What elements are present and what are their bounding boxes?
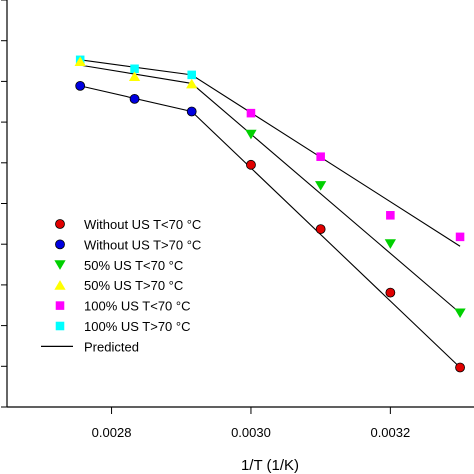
- x-tick-label: 0.0032: [370, 425, 410, 440]
- legend-marker: [55, 219, 65, 229]
- legend-marker: [55, 301, 65, 310]
- data-point: [315, 224, 326, 235]
- y-axis-ticks: [1, 0, 7, 408]
- x-tick-label: 0.0028: [92, 425, 132, 440]
- data-point: [186, 78, 198, 89]
- legend-marker: [55, 321, 65, 331]
- data-point: [316, 152, 325, 161]
- legend-label: Without US T>70 °C: [84, 237, 201, 252]
- legend-label: Predicted: [84, 339, 139, 354]
- data-point: [245, 129, 257, 140]
- legend-label: 50% US T<70 °C: [84, 258, 183, 273]
- data-point: [315, 181, 327, 191]
- data-point: [128, 71, 141, 82]
- x-tick-label: 0.0030: [231, 425, 271, 440]
- data-points: [74, 55, 466, 373]
- data-point: [74, 56, 86, 66]
- legend-marker: [54, 260, 66, 270]
- legend: Without US T<70 °C Without US T>70 °C 50% …: [41, 217, 201, 354]
- x-axis-ticks: 0.0028 0.0030 0.0032: [92, 407, 410, 440]
- data-point: [246, 108, 256, 118]
- legend-marker: [54, 280, 66, 290]
- data-point: [384, 239, 396, 249]
- data-point: [130, 64, 139, 74]
- data-point: [455, 362, 465, 373]
- legend-label: Without US T<70 °C: [84, 217, 201, 232]
- data-point: [129, 94, 140, 104]
- data-point: [386, 211, 395, 220]
- data-point: [75, 80, 86, 91]
- legend-label: 100% US T>70 °C: [84, 319, 191, 334]
- data-point: [454, 308, 466, 319]
- legend-label: 100% US T<70 °C: [84, 299, 191, 314]
- legend-marker: [55, 239, 65, 250]
- data-point: [455, 232, 465, 242]
- data-point: [246, 159, 256, 170]
- x-axis-title: 1/T (1/K): [241, 457, 299, 474]
- data-point: [385, 287, 396, 298]
- data-point: [187, 70, 196, 80]
- data-point: [186, 106, 197, 117]
- legend-label: 50% US T>70 °C: [84, 278, 183, 293]
